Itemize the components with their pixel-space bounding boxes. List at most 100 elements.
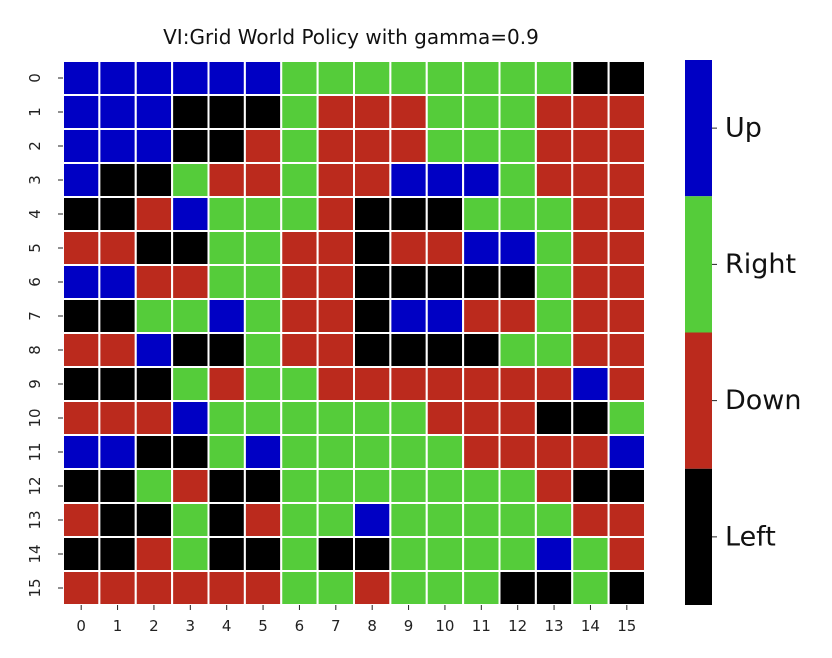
x-tick-label: 11 [472, 617, 491, 635]
heatmap-cell-r2-c4 [207, 128, 246, 164]
heatmap-cell-r8-c11 [462, 332, 501, 368]
heatmap-cell-r4-c1 [98, 196, 137, 232]
heatmap-cell-r6-c9 [389, 264, 428, 300]
heatmap-cell-r11-c11 [462, 434, 501, 470]
heatmap-cell-r6-c15 [607, 264, 646, 300]
heatmap-cell-r5-c4 [207, 230, 246, 266]
heatmap-cell-r11-c4 [207, 434, 246, 470]
heatmap-cell-r13-c11 [462, 502, 501, 538]
heatmap-cell-r9-c0 [62, 366, 101, 402]
heatmap-cell-r6-c5 [243, 264, 283, 300]
heatmap-cell-r8-c0 [62, 332, 101, 368]
x-tick-label: 0 [76, 617, 86, 635]
heatmap-cell-r9-c6 [280, 366, 319, 402]
heatmap-cell-r10-c3 [171, 400, 210, 436]
heatmap-cell-r14-c1 [98, 536, 137, 572]
heatmap-cell-r7-c4 [207, 298, 246, 334]
heatmap-cell-r11-c14 [571, 434, 610, 470]
heatmap-cell-r11-c13 [534, 434, 574, 470]
heatmap-cell-r12-c3 [171, 468, 210, 504]
colorbar: Up Right Down Left [685, 60, 802, 605]
y-tick-label: 0 [26, 73, 44, 83]
heatmap-cell-r3-c15 [607, 162, 646, 198]
y-tick-label: 12 [26, 476, 44, 495]
heatmap-cell-r5-c7 [316, 230, 355, 266]
heatmap-cell-r13-c0 [62, 502, 101, 538]
heatmap-cell-r6-c10 [425, 264, 465, 300]
heatmap-cell-r12-c2 [134, 468, 174, 504]
heatmap-cell-r12-c4 [207, 468, 246, 504]
heatmap-cell-r11-c15 [607, 434, 646, 470]
colorbar-segment-down [685, 332, 712, 469]
heatmap-cell-r1-c7 [316, 94, 355, 130]
y-tick-label: 13 [26, 510, 44, 529]
x-tick-label: 14 [581, 617, 600, 635]
heatmap-cell-r4-c6 [280, 196, 319, 232]
heatmap-cell-r13-c3 [171, 502, 210, 538]
heatmap-cell-r13-c6 [280, 502, 319, 538]
heatmap-cell-r0-c6 [280, 60, 319, 96]
heatmap-cell-r2-c6 [280, 128, 319, 164]
heatmap-cell-r9-c15 [607, 366, 646, 402]
heatmap-cell-r4-c13 [534, 196, 574, 232]
heatmap-cell-r11-c10 [425, 434, 465, 470]
heatmap-cell-r14-c4 [207, 536, 246, 572]
heatmap-cell-r5-c9 [389, 230, 428, 266]
heatmap-cell-r15-c0 [62, 570, 101, 606]
heatmap-cell-r1-c13 [534, 94, 574, 130]
heatmap-cell-r11-c8 [353, 434, 392, 470]
x-tick-label: 4 [222, 617, 232, 635]
heatmap-cell-r2-c13 [534, 128, 574, 164]
heatmap-cell-r6-c1 [98, 264, 137, 300]
heatmap-cell-r3-c11 [462, 162, 501, 198]
heatmap-cell-r11-c3 [171, 434, 210, 470]
heatmap-cell-r8-c15 [607, 332, 646, 368]
heatmap-cell-r12-c6 [280, 468, 319, 504]
heatmap-cell-r12-c9 [389, 468, 428, 504]
heatmap-cell-r7-c9 [389, 298, 428, 334]
x-tick-label: 9 [404, 617, 414, 635]
heatmap-cell-r15-c7 [316, 570, 355, 606]
heatmap-cell-r2-c2 [134, 128, 174, 164]
heatmap-cell-r15-c13 [534, 570, 574, 606]
heatmap-cell-r2-c7 [316, 128, 355, 164]
x-tick-label: 5 [258, 617, 268, 635]
heatmap-cell-r3-c13 [534, 162, 574, 198]
heatmap-cell-r2-c5 [243, 128, 283, 164]
heatmap-cell-r15-c10 [425, 570, 465, 606]
y-tick-label: 4 [26, 209, 44, 219]
heatmap-cell-r10-c7 [316, 400, 355, 436]
heatmap-cell-r14-c11 [462, 536, 501, 572]
heatmap-cell-r1-c4 [207, 94, 246, 130]
heatmap-cell-r13-c13 [534, 502, 574, 538]
heatmap-cell-r2-c15 [607, 128, 646, 164]
heatmap-cell-r10-c2 [134, 400, 174, 436]
heatmap-cell-r7-c13 [534, 298, 574, 334]
heatmap-cell-r14-c12 [498, 536, 537, 572]
heatmap-cell-r6-c11 [462, 264, 501, 300]
heatmap-cell-r10-c1 [98, 400, 137, 436]
heatmap-cell-r14-c9 [389, 536, 428, 572]
heatmap-cell-r6-c4 [207, 264, 246, 300]
heatmap-cell-r0-c15 [607, 60, 646, 96]
heatmap-cell-r2-c12 [498, 128, 537, 164]
heatmap-cell-r0-c4 [207, 60, 246, 96]
heatmap-cell-r13-c1 [98, 502, 137, 538]
heatmap-cell-r4-c11 [462, 196, 501, 232]
heatmap-cell-r13-c15 [607, 502, 646, 538]
heatmap-cell-r13-c9 [389, 502, 428, 538]
heatmap-cell-r6-c6 [280, 264, 319, 300]
heatmap-cell-r7-c0 [62, 298, 101, 334]
colorbar-label-left: Left [725, 521, 776, 552]
heatmap-cell-r10-c6 [280, 400, 319, 436]
heatmap-cell-r11-c7 [316, 434, 355, 470]
heatmap-cell-r7-c14 [571, 298, 610, 334]
heatmap-cell-r3-c6 [280, 162, 319, 198]
x-tick-label: 12 [508, 617, 527, 635]
heatmap-cell-r15-c6 [280, 570, 319, 606]
heatmap-cell-r4-c3 [171, 196, 210, 232]
y-tick-label: 14 [26, 544, 44, 563]
heatmap-cell-r12-c1 [98, 468, 137, 504]
heatmap-cell-r1-c5 [243, 94, 283, 130]
heatmap-cell-r5-c3 [171, 230, 210, 266]
